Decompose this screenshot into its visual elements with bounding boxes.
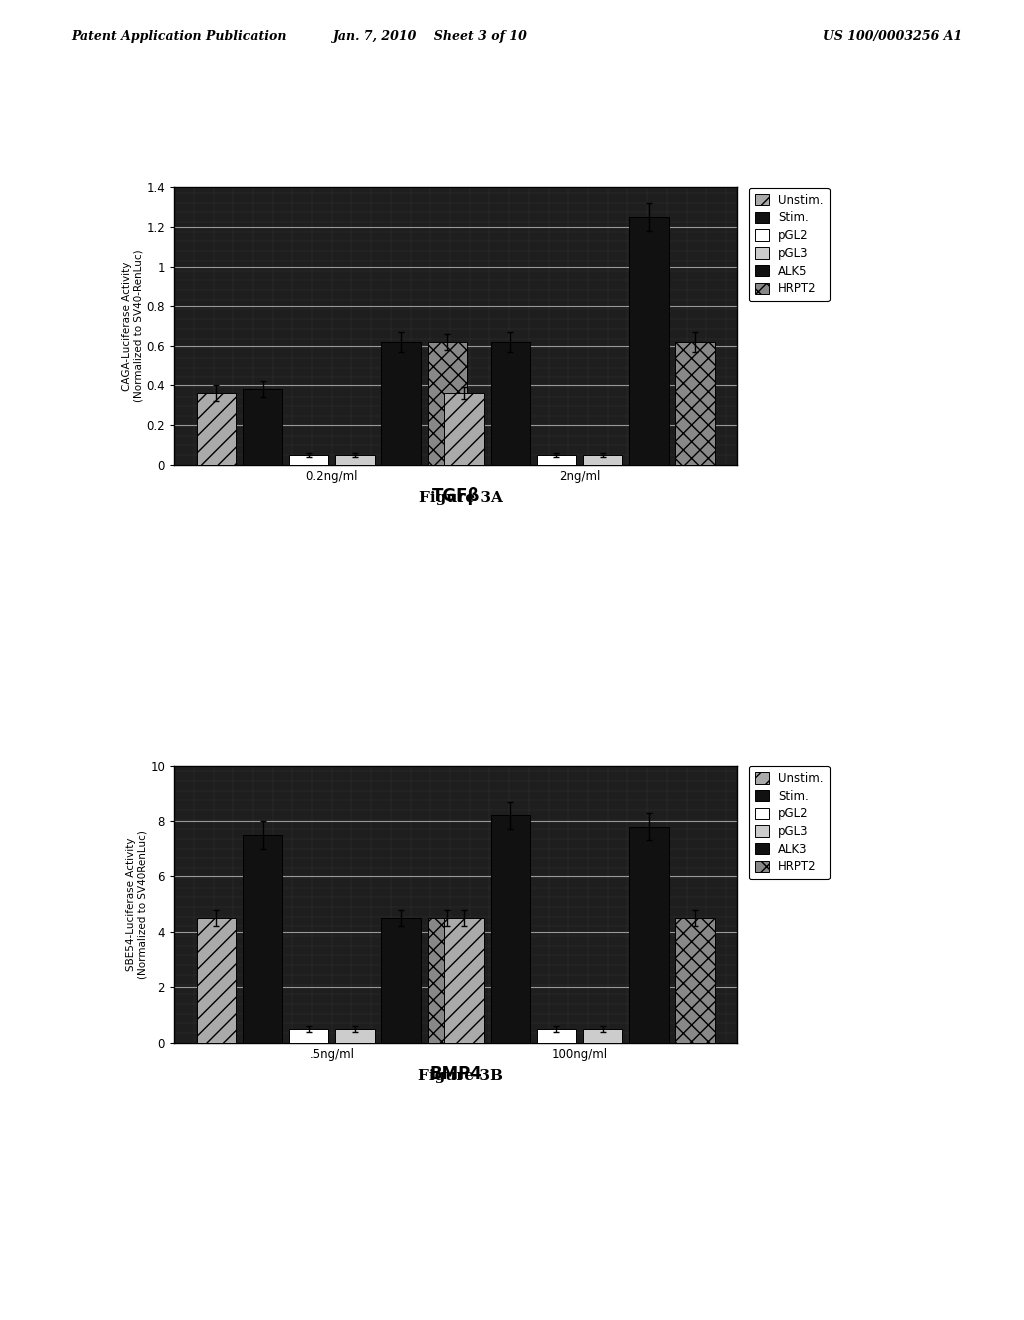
- Bar: [335, 1030, 375, 1043]
- Y-axis label: SBE54-Luciferase Activity
(Normalized to SV40RenLuc): SBE54-Luciferase Activity (Normalized to…: [126, 830, 147, 978]
- Bar: [197, 393, 236, 465]
- Bar: [428, 342, 467, 465]
- Bar: [381, 919, 421, 1043]
- Text: Patent Application Publication: Patent Application Publication: [72, 30, 287, 44]
- Bar: [444, 393, 484, 465]
- Bar: [243, 389, 283, 465]
- Text: Figure 3B: Figure 3B: [418, 1069, 504, 1082]
- Legend: Unstim., Stim., pGL2, pGL3, ALK3, HRPT2: Unstim., Stim., pGL2, pGL3, ALK3, HRPT2: [749, 766, 829, 879]
- Bar: [490, 816, 530, 1043]
- Bar: [629, 218, 669, 465]
- Bar: [381, 342, 421, 465]
- Bar: [629, 826, 669, 1043]
- Bar: [583, 454, 623, 465]
- Text: Jan. 7, 2010    Sheet 3 of 10: Jan. 7, 2010 Sheet 3 of 10: [333, 30, 527, 44]
- Bar: [335, 454, 375, 465]
- Text: US 100/0003256 A1: US 100/0003256 A1: [823, 30, 963, 44]
- Bar: [197, 919, 236, 1043]
- Bar: [289, 1030, 329, 1043]
- X-axis label: TGFβ: TGFβ: [431, 487, 480, 504]
- Text: Figure 3A: Figure 3A: [419, 491, 503, 504]
- Bar: [583, 1030, 623, 1043]
- Bar: [537, 454, 577, 465]
- Y-axis label: CAGA-Luciferase Activity
(Normalized to SV40-RenLuc): CAGA-Luciferase Activity (Normalized to …: [122, 249, 143, 403]
- Legend: Unstim., Stim., pGL2, pGL3, ALK5, HRPT2: Unstim., Stim., pGL2, pGL3, ALK5, HRPT2: [749, 187, 829, 301]
- Bar: [490, 342, 530, 465]
- Bar: [289, 454, 329, 465]
- X-axis label: BMP4: BMP4: [429, 1065, 482, 1082]
- Bar: [676, 919, 715, 1043]
- Bar: [243, 836, 283, 1043]
- Bar: [676, 342, 715, 465]
- Bar: [537, 1030, 577, 1043]
- Bar: [444, 919, 484, 1043]
- Bar: [428, 919, 467, 1043]
